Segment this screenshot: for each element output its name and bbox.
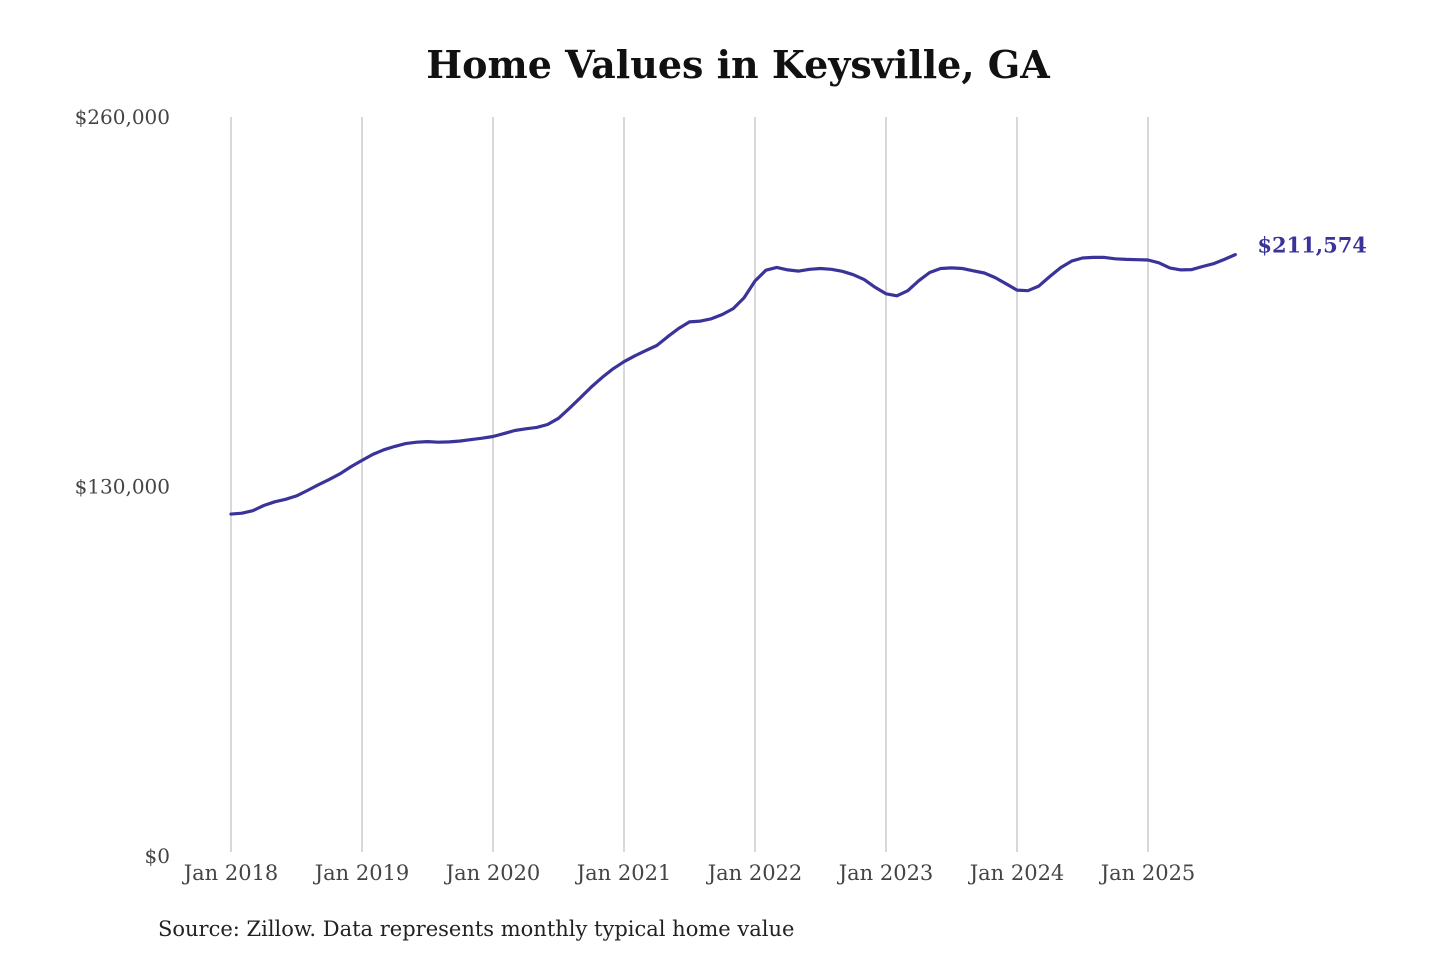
x-axis-ticks: Jan 2018 Jan 2019 Jan 2020 Jan 2021 Jan 2022… xyxy=(182,861,1196,885)
series: $211,574 xyxy=(229,233,1367,516)
x-tick-label: Jan 2021 xyxy=(575,861,672,885)
series-line xyxy=(229,253,1237,516)
y-tick-label: $260,000 xyxy=(75,105,170,129)
y-tick-label: $0 xyxy=(145,844,170,868)
x-tick-label: Jan 2020 xyxy=(444,861,541,885)
chart-title: Home Values in Keysville, GA xyxy=(426,42,1050,87)
gridlines xyxy=(230,117,1149,852)
x-tick-label: Jan 2019 xyxy=(313,861,410,885)
source-note: Source: Zillow. Data represents monthly … xyxy=(158,917,795,941)
y-axis-ticks: $0 $130,000 $260,000 xyxy=(75,105,170,868)
x-tick-label: Jan 2023 xyxy=(837,861,934,885)
x-tick-label: Jan 2025 xyxy=(1099,861,1196,885)
end-value-label: $211,574 xyxy=(1257,233,1367,258)
x-tick-label: Jan 2024 xyxy=(968,861,1065,885)
x-tick-label: Jan 2018 xyxy=(182,861,279,885)
x-tick-label: Jan 2022 xyxy=(706,861,803,885)
y-tick-label: $130,000 xyxy=(75,475,170,499)
